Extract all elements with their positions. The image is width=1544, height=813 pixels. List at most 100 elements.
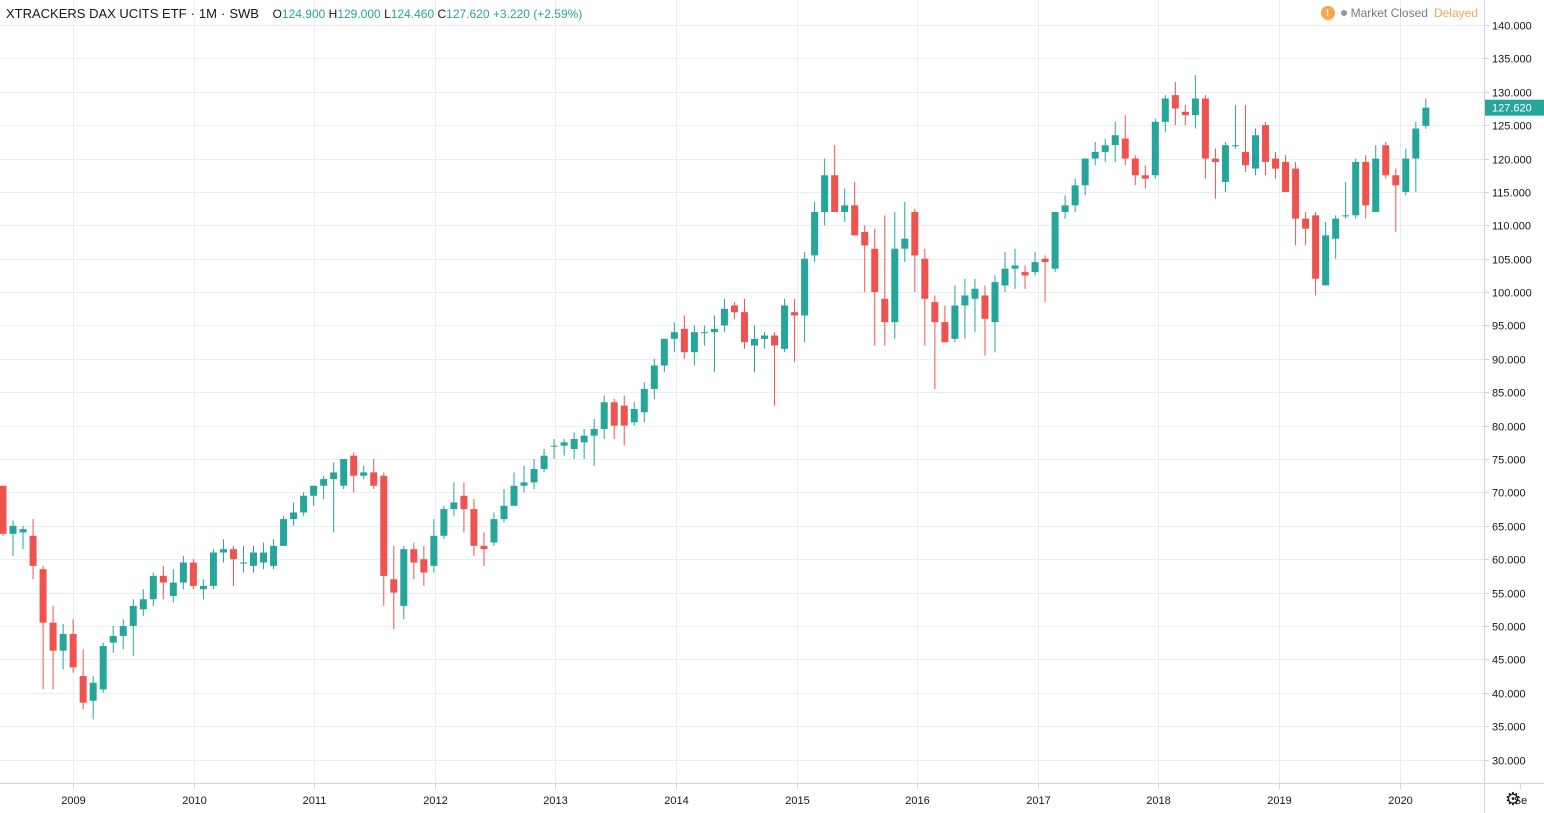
candle-body [300,495,308,513]
candle-body [270,545,278,566]
candle [19,525,27,550]
candle-body [530,469,538,483]
candle [1312,211,1320,296]
time-tick-label: 2010 [182,795,206,807]
candle-body [1211,158,1219,162]
candle-body [209,552,217,586]
candle-body [370,472,378,486]
candle-body [510,485,518,506]
candle [119,619,127,650]
candle-body [740,312,748,343]
candle [971,278,979,333]
price-axis[interactable]: 30.000 35.000 40.000 45.000 50.000 55.000 60.0… [1484,21,1532,768]
candle [680,315,688,359]
candle-body [781,305,789,349]
candle-body [720,308,728,326]
gear-icon[interactable]: ⚙ [1504,788,1522,809]
warning-icon[interactable]: ! [1320,6,1335,20]
candle-body [580,435,588,443]
candle [811,201,819,263]
time-axis[interactable]: 2009 2010 2011 2012 2013 2014 2015 2016 2017 2018… [61,784,1527,807]
candle-body [1302,218,1310,229]
price-tick-label: 135.000 [1492,54,1532,66]
candle [470,499,478,556]
candle-body [49,622,57,651]
candle [420,545,428,586]
candle-body [660,338,668,366]
candle [1272,151,1280,179]
candle-body [460,495,468,510]
candle [260,542,268,570]
candle [700,325,708,346]
candle-body [280,519,288,546]
candle [400,545,408,620]
candle [149,572,157,606]
candle-body [390,579,398,593]
candle-body [159,575,167,583]
price-tick-label: 30.000 [1492,756,1526,768]
candle-body [320,479,328,486]
candle [1111,121,1119,162]
exchange-label: SWB [229,6,259,21]
candle [630,402,638,426]
candle [520,465,528,493]
candle [851,181,859,236]
candle-body [260,552,268,563]
candle [239,545,247,573]
candle [751,325,758,373]
last-price-label: 127.620 [1485,99,1544,116]
candle-body [340,459,348,486]
candle [891,211,899,339]
price-tick-label: 65.000 [1492,522,1526,534]
candle [861,225,869,293]
time-tick-label: 2017 [1026,795,1050,807]
candle [1352,158,1360,219]
candle [1282,155,1290,192]
interval-label[interactable]: 1M [198,6,217,21]
time-tick-label: 2020 [1388,795,1412,807]
market-closed-label: Market Closed [1350,6,1428,20]
candle [510,472,518,506]
candle [1151,118,1159,179]
candle [9,520,17,556]
candle-body [1181,111,1189,116]
candle [99,642,107,693]
candle [730,302,738,319]
candle [1382,141,1390,179]
candle-body [1372,158,1380,212]
candle-body [229,549,237,560]
symbol-name[interactable]: XTRACKERS DAX UCITS ETF [6,6,187,21]
candle [981,285,989,356]
candle [1302,211,1310,246]
price-tick-label: 75.000 [1492,455,1526,467]
candle [109,625,117,653]
candle [460,482,468,533]
candle [1342,181,1350,219]
candle [340,459,348,490]
price-tick-label: 110.000 [1492,221,1531,233]
time-tick-label: 2014 [664,795,688,807]
candle-body [1332,218,1340,239]
candle-body [901,238,909,249]
candle-body [1141,175,1149,179]
high-key: H [328,7,338,21]
ohlc-values: O124.900 H129.000 L124.460 C127.620 +3.2… [273,7,583,21]
candle [330,462,338,533]
candle-body [199,585,207,590]
candle [490,512,498,546]
candle-body [169,582,177,596]
candle [1021,265,1029,289]
candle-body [690,332,698,353]
candle-body [189,562,197,586]
candle-body [1041,258,1049,263]
candle [600,395,608,440]
candle-body [700,332,708,334]
candle [1372,145,1380,212]
candle-body [129,605,137,626]
candle-body [179,562,187,583]
candles-layer [0,75,1430,720]
market-status[interactable]: ! Market Closed Delayed [1320,6,1478,20]
candle [1241,105,1249,172]
price-tick-label: 100.000 [1492,288,1532,300]
